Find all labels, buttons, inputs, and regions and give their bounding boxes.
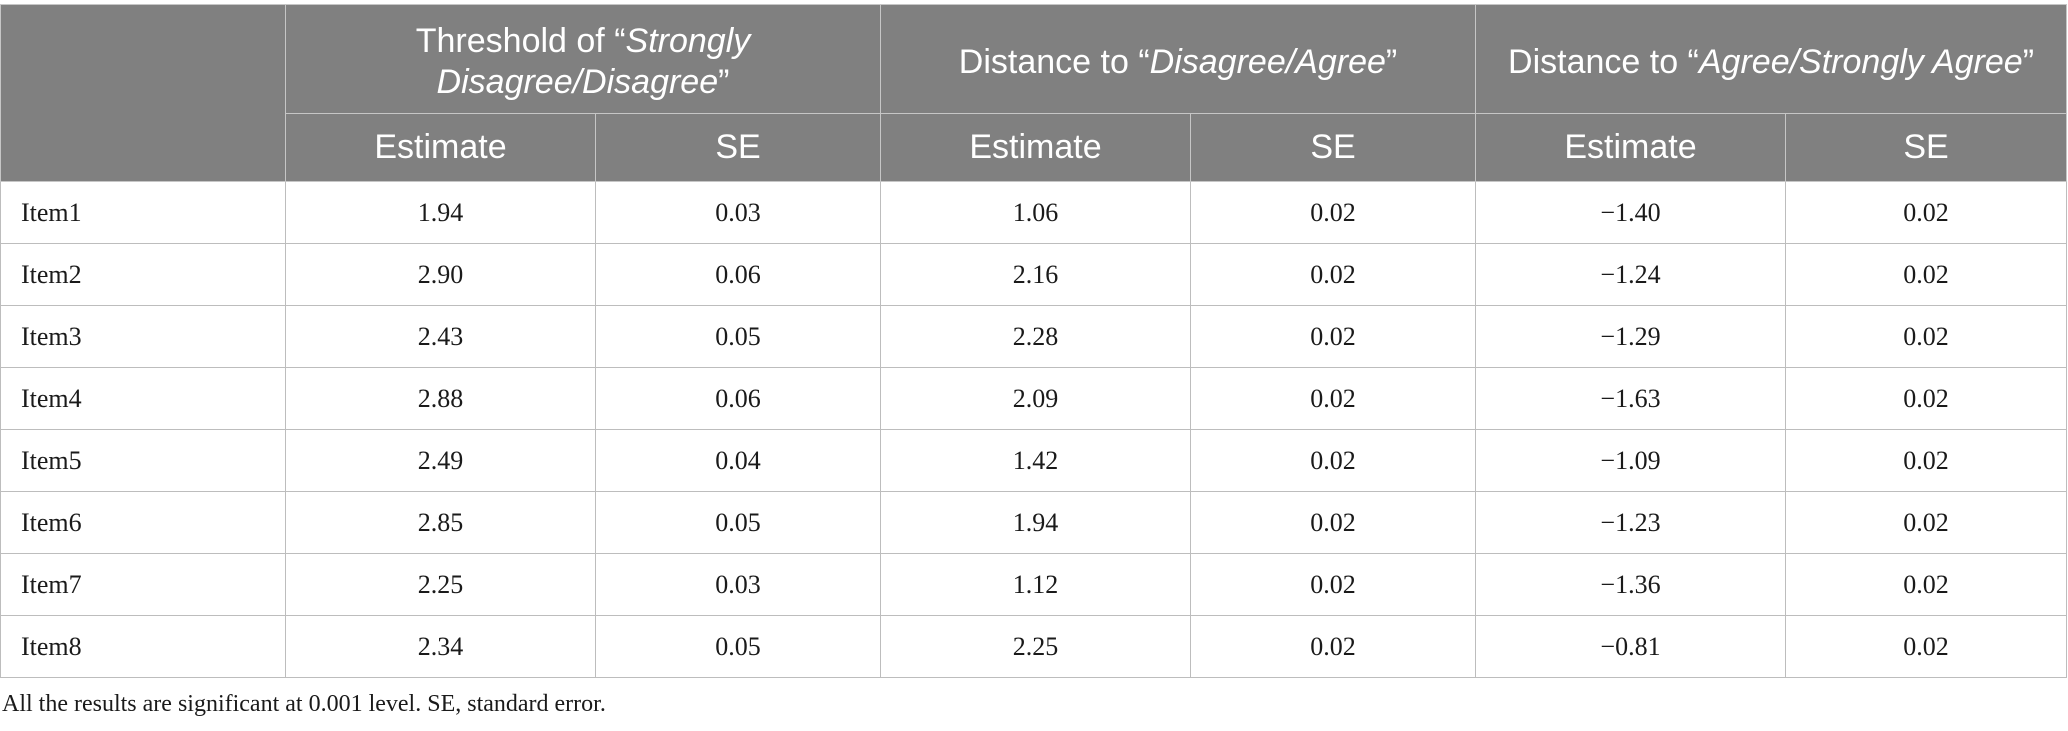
estimate-cell: 1.06 xyxy=(880,181,1192,244)
table-row: Item4 2.88 0.06 2.09 0.02 −1.63 0.02 xyxy=(0,367,2068,430)
table-body: Item1 1.94 0.03 1.06 0.02 −1.40 0.02 Item2 2.90 0… xyxy=(0,181,2068,678)
se-cell: 0.02 xyxy=(1785,305,2068,368)
item-label: Item7 xyxy=(0,553,286,616)
table-row: Item2 2.90 0.06 2.16 0.02 −1.24 0.02 xyxy=(0,243,2068,306)
se-cell: 0.02 xyxy=(1785,181,2068,244)
se-cell: 0.02 xyxy=(1190,429,1477,492)
se-cell: 0.05 xyxy=(594,615,882,678)
estimate-cell: 1.12 xyxy=(880,553,1192,616)
estimate-cell: 2.25 xyxy=(880,615,1192,678)
estimate-cell: −1.36 xyxy=(1475,553,1787,616)
se-cell: 0.05 xyxy=(594,491,882,554)
item-label: Item6 xyxy=(0,491,286,554)
se-cell: 0.04 xyxy=(594,429,882,492)
se-cell: 0.02 xyxy=(1190,243,1477,306)
estimate-cell: 1.94 xyxy=(285,181,596,244)
se-cell: 0.02 xyxy=(1785,243,2068,306)
estimate-cell: −0.81 xyxy=(1475,615,1787,678)
sub-header-estimate: Estimate xyxy=(1475,113,1787,182)
sub-header-estimate: Estimate xyxy=(285,113,596,182)
table-row: Item5 2.49 0.04 1.42 0.02 −1.09 0.02 xyxy=(0,429,2068,492)
se-cell: 0.02 xyxy=(1785,429,2068,492)
estimate-cell: 2.09 xyxy=(880,367,1192,430)
item-label: Item2 xyxy=(0,243,286,306)
sub-header-estimate: Estimate xyxy=(880,113,1192,182)
se-cell: 0.03 xyxy=(594,553,882,616)
item-label: Item3 xyxy=(0,305,286,368)
se-cell: 0.02 xyxy=(1190,491,1477,554)
estimate-cell: 1.94 xyxy=(880,491,1192,554)
estimate-cell: 2.34 xyxy=(285,615,596,678)
estimate-cell: −1.23 xyxy=(1475,491,1787,554)
sub-header-row: Estimate SE Estimate SE Estimate SE xyxy=(1,113,2068,182)
se-cell: 0.06 xyxy=(594,243,882,306)
threshold-table: Threshold of “Strongly Disagree/Disagree… xyxy=(0,4,2068,678)
se-cell: 0.02 xyxy=(1190,181,1477,244)
header-distance-disagree-agree: Distance to “Disagree/Agree” xyxy=(880,4,1477,114)
corner-header xyxy=(0,4,286,182)
se-cell: 0.05 xyxy=(594,305,882,368)
estimate-cell: −1.09 xyxy=(1475,429,1787,492)
se-cell: 0.02 xyxy=(1190,305,1477,368)
estimate-cell: 2.85 xyxy=(285,491,596,554)
estimate-cell: −1.24 xyxy=(1475,243,1787,306)
estimate-cell: 2.43 xyxy=(285,305,596,368)
estimate-cell: −1.40 xyxy=(1475,181,1787,244)
table-row: Item1 1.94 0.03 1.06 0.02 −1.40 0.02 xyxy=(0,181,2068,244)
se-cell: 0.02 xyxy=(1190,553,1477,616)
sub-header-se: SE xyxy=(594,113,882,182)
estimate-cell: −1.63 xyxy=(1475,367,1787,430)
se-cell: 0.06 xyxy=(594,367,882,430)
item-label: Item8 xyxy=(0,615,286,678)
se-cell: 0.02 xyxy=(1785,553,2068,616)
group-header-row: Threshold of “Strongly Disagree/Disagree… xyxy=(0,4,2068,182)
se-cell: 0.02 xyxy=(1785,491,2068,554)
header-distance-agree-strongly-agree: Distance to “Agree/Strongly Agree” xyxy=(1475,4,2068,114)
sub-header-se: SE xyxy=(1785,113,2068,182)
item-label: Item1 xyxy=(0,181,286,244)
item-label: Item4 xyxy=(0,367,286,430)
se-cell: 0.03 xyxy=(594,181,882,244)
table-row: Item7 2.25 0.03 1.12 0.02 −1.36 0.02 xyxy=(0,553,2068,616)
se-cell: 0.02 xyxy=(1785,367,2068,430)
estimate-cell: 2.90 xyxy=(285,243,596,306)
se-cell: 0.02 xyxy=(1785,615,2068,678)
se-cell: 0.02 xyxy=(1190,367,1477,430)
sub-header-se: SE xyxy=(1190,113,1477,182)
table-row: Item6 2.85 0.05 1.94 0.02 −1.23 0.02 xyxy=(0,491,2068,554)
table-footnote: All the results are significant at 0.001… xyxy=(2,691,606,717)
header-threshold-strongly-disagree: Threshold of “Strongly Disagree/Disagree… xyxy=(284,4,882,114)
estimate-cell: 2.88 xyxy=(285,367,596,430)
item-label: Item5 xyxy=(0,429,286,492)
table-row: Item3 2.43 0.05 2.28 0.02 −1.29 0.02 xyxy=(0,305,2068,368)
estimate-cell: 2.16 xyxy=(880,243,1192,306)
estimate-cell: 2.25 xyxy=(285,553,596,616)
estimate-cell: 2.49 xyxy=(285,429,596,492)
estimate-cell: 1.42 xyxy=(880,429,1192,492)
table-row: Item8 2.34 0.05 2.25 0.02 −0.81 0.02 xyxy=(0,615,2068,678)
estimate-cell: 2.28 xyxy=(880,305,1192,368)
estimate-cell: −1.29 xyxy=(1475,305,1787,368)
se-cell: 0.02 xyxy=(1190,615,1477,678)
